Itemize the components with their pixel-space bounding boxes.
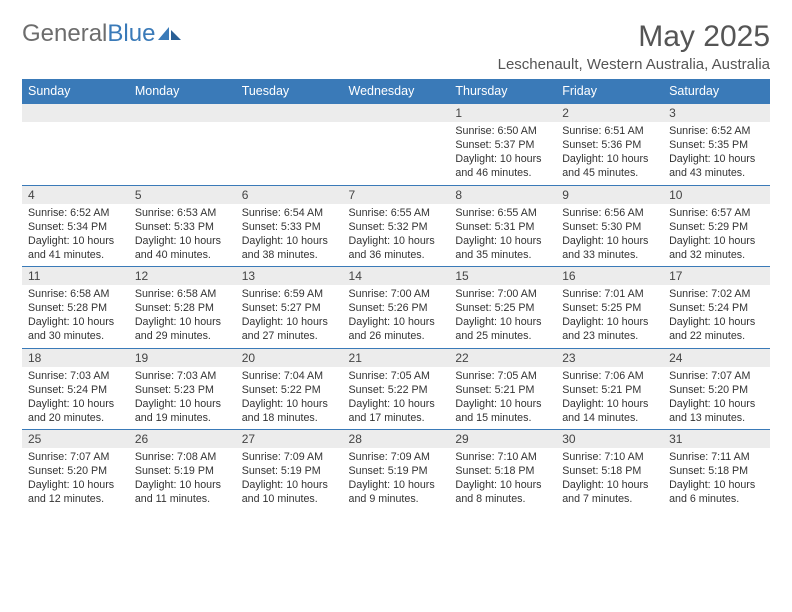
day-number-cell: 3	[663, 104, 770, 123]
daynum-row: 25262728293031	[22, 430, 770, 449]
day-detail-cell: Sunrise: 6:52 AMSunset: 5:34 PMDaylight:…	[22, 204, 129, 267]
day-number-cell	[129, 104, 236, 123]
day-number-cell: 27	[236, 430, 343, 449]
day-number-cell: 2	[556, 104, 663, 123]
day-detail-cell: Sunrise: 7:05 AMSunset: 5:21 PMDaylight:…	[449, 367, 556, 430]
day-number-cell: 10	[663, 185, 770, 204]
day-detail-cell: Sunrise: 6:59 AMSunset: 5:27 PMDaylight:…	[236, 285, 343, 348]
daynum-row: 45678910	[22, 185, 770, 204]
daynum-row: 123	[22, 104, 770, 123]
detail-row: Sunrise: 6:52 AMSunset: 5:34 PMDaylight:…	[22, 204, 770, 267]
day-detail-cell: Sunrise: 7:08 AMSunset: 5:19 PMDaylight:…	[129, 448, 236, 511]
day-header: Tuesday	[236, 79, 343, 104]
day-detail-cell: Sunrise: 6:52 AMSunset: 5:35 PMDaylight:…	[663, 122, 770, 185]
day-detail-cell: Sunrise: 7:04 AMSunset: 5:22 PMDaylight:…	[236, 367, 343, 430]
day-header: Monday	[129, 79, 236, 104]
day-header: Sunday	[22, 79, 129, 104]
title-block: May 2025 Leschenault, Western Australia,…	[498, 20, 770, 73]
day-number-cell: 16	[556, 267, 663, 286]
day-number-cell	[22, 104, 129, 123]
day-number-cell: 21	[343, 348, 450, 367]
month-title: May 2025	[498, 20, 770, 54]
logo-sail-icon	[158, 25, 182, 41]
day-number-cell: 15	[449, 267, 556, 286]
detail-row: Sunrise: 6:58 AMSunset: 5:28 PMDaylight:…	[22, 285, 770, 348]
day-number-cell	[236, 104, 343, 123]
day-detail-cell: Sunrise: 7:01 AMSunset: 5:25 PMDaylight:…	[556, 285, 663, 348]
day-detail-cell: Sunrise: 7:05 AMSunset: 5:22 PMDaylight:…	[343, 367, 450, 430]
day-number-cell: 26	[129, 430, 236, 449]
day-number-cell: 30	[556, 430, 663, 449]
day-detail-cell: Sunrise: 6:51 AMSunset: 5:36 PMDaylight:…	[556, 122, 663, 185]
day-number-cell: 18	[22, 348, 129, 367]
day-detail-cell: Sunrise: 6:54 AMSunset: 5:33 PMDaylight:…	[236, 204, 343, 267]
calendar-page: GeneralBlue May 2025 Leschenault, Wester…	[0, 0, 792, 521]
day-number-cell: 6	[236, 185, 343, 204]
day-number-cell: 5	[129, 185, 236, 204]
detail-row: Sunrise: 7:07 AMSunset: 5:20 PMDaylight:…	[22, 448, 770, 511]
detail-row: Sunrise: 7:03 AMSunset: 5:24 PMDaylight:…	[22, 367, 770, 430]
calendar-body: 123Sunrise: 6:50 AMSunset: 5:37 PMDaylig…	[22, 104, 770, 511]
logo: GeneralBlue	[22, 20, 182, 48]
day-number-cell: 29	[449, 430, 556, 449]
day-number-cell: 7	[343, 185, 450, 204]
day-detail-cell: Sunrise: 7:00 AMSunset: 5:25 PMDaylight:…	[449, 285, 556, 348]
day-header: Saturday	[663, 79, 770, 104]
day-detail-cell: Sunrise: 7:11 AMSunset: 5:18 PMDaylight:…	[663, 448, 770, 511]
day-detail-cell	[343, 122, 450, 185]
daynum-row: 11121314151617	[22, 267, 770, 286]
day-number-cell: 14	[343, 267, 450, 286]
day-number-cell: 1	[449, 104, 556, 123]
day-detail-cell: Sunrise: 7:03 AMSunset: 5:24 PMDaylight:…	[22, 367, 129, 430]
day-detail-cell: Sunrise: 7:03 AMSunset: 5:23 PMDaylight:…	[129, 367, 236, 430]
header: GeneralBlue May 2025 Leschenault, Wester…	[22, 20, 770, 73]
day-detail-cell: Sunrise: 7:02 AMSunset: 5:24 PMDaylight:…	[663, 285, 770, 348]
day-number-cell: 20	[236, 348, 343, 367]
day-detail-cell: Sunrise: 6:58 AMSunset: 5:28 PMDaylight:…	[22, 285, 129, 348]
day-number-cell: 4	[22, 185, 129, 204]
day-detail-cell: Sunrise: 7:07 AMSunset: 5:20 PMDaylight:…	[663, 367, 770, 430]
day-detail-cell: Sunrise: 6:55 AMSunset: 5:32 PMDaylight:…	[343, 204, 450, 267]
detail-row: Sunrise: 6:50 AMSunset: 5:37 PMDaylight:…	[22, 122, 770, 185]
day-detail-cell: Sunrise: 6:50 AMSunset: 5:37 PMDaylight:…	[449, 122, 556, 185]
logo-text-blue: Blue	[107, 20, 155, 48]
day-number-cell: 12	[129, 267, 236, 286]
day-number-cell: 9	[556, 185, 663, 204]
day-detail-cell: Sunrise: 6:55 AMSunset: 5:31 PMDaylight:…	[449, 204, 556, 267]
day-number-cell: 28	[343, 430, 450, 449]
day-number-cell: 23	[556, 348, 663, 367]
day-detail-cell: Sunrise: 7:06 AMSunset: 5:21 PMDaylight:…	[556, 367, 663, 430]
day-detail-cell: Sunrise: 7:00 AMSunset: 5:26 PMDaylight:…	[343, 285, 450, 348]
day-detail-cell: Sunrise: 7:10 AMSunset: 5:18 PMDaylight:…	[556, 448, 663, 511]
location-text: Leschenault, Western Australia, Australi…	[498, 56, 770, 73]
day-number-cell: 17	[663, 267, 770, 286]
day-number-cell: 22	[449, 348, 556, 367]
day-header: Thursday	[449, 79, 556, 104]
day-number-cell: 11	[22, 267, 129, 286]
day-number-cell: 13	[236, 267, 343, 286]
day-header: Friday	[556, 79, 663, 104]
day-detail-cell	[236, 122, 343, 185]
calendar-table: SundayMondayTuesdayWednesdayThursdayFrid…	[22, 79, 770, 511]
day-number-cell: 8	[449, 185, 556, 204]
day-detail-cell: Sunrise: 7:07 AMSunset: 5:20 PMDaylight:…	[22, 448, 129, 511]
day-number-cell: 25	[22, 430, 129, 449]
day-number-cell: 24	[663, 348, 770, 367]
day-header: Wednesday	[343, 79, 450, 104]
logo-text-gray: General	[22, 20, 107, 48]
day-header-row: SundayMondayTuesdayWednesdayThursdayFrid…	[22, 79, 770, 104]
day-detail-cell	[22, 122, 129, 185]
day-detail-cell: Sunrise: 6:58 AMSunset: 5:28 PMDaylight:…	[129, 285, 236, 348]
daynum-row: 18192021222324	[22, 348, 770, 367]
day-detail-cell: Sunrise: 7:09 AMSunset: 5:19 PMDaylight:…	[236, 448, 343, 511]
day-detail-cell: Sunrise: 6:56 AMSunset: 5:30 PMDaylight:…	[556, 204, 663, 267]
day-number-cell: 19	[129, 348, 236, 367]
day-detail-cell: Sunrise: 6:57 AMSunset: 5:29 PMDaylight:…	[663, 204, 770, 267]
day-detail-cell: Sunrise: 6:53 AMSunset: 5:33 PMDaylight:…	[129, 204, 236, 267]
day-detail-cell: Sunrise: 7:10 AMSunset: 5:18 PMDaylight:…	[449, 448, 556, 511]
day-detail-cell: Sunrise: 7:09 AMSunset: 5:19 PMDaylight:…	[343, 448, 450, 511]
day-detail-cell	[129, 122, 236, 185]
day-number-cell: 31	[663, 430, 770, 449]
day-number-cell	[343, 104, 450, 123]
